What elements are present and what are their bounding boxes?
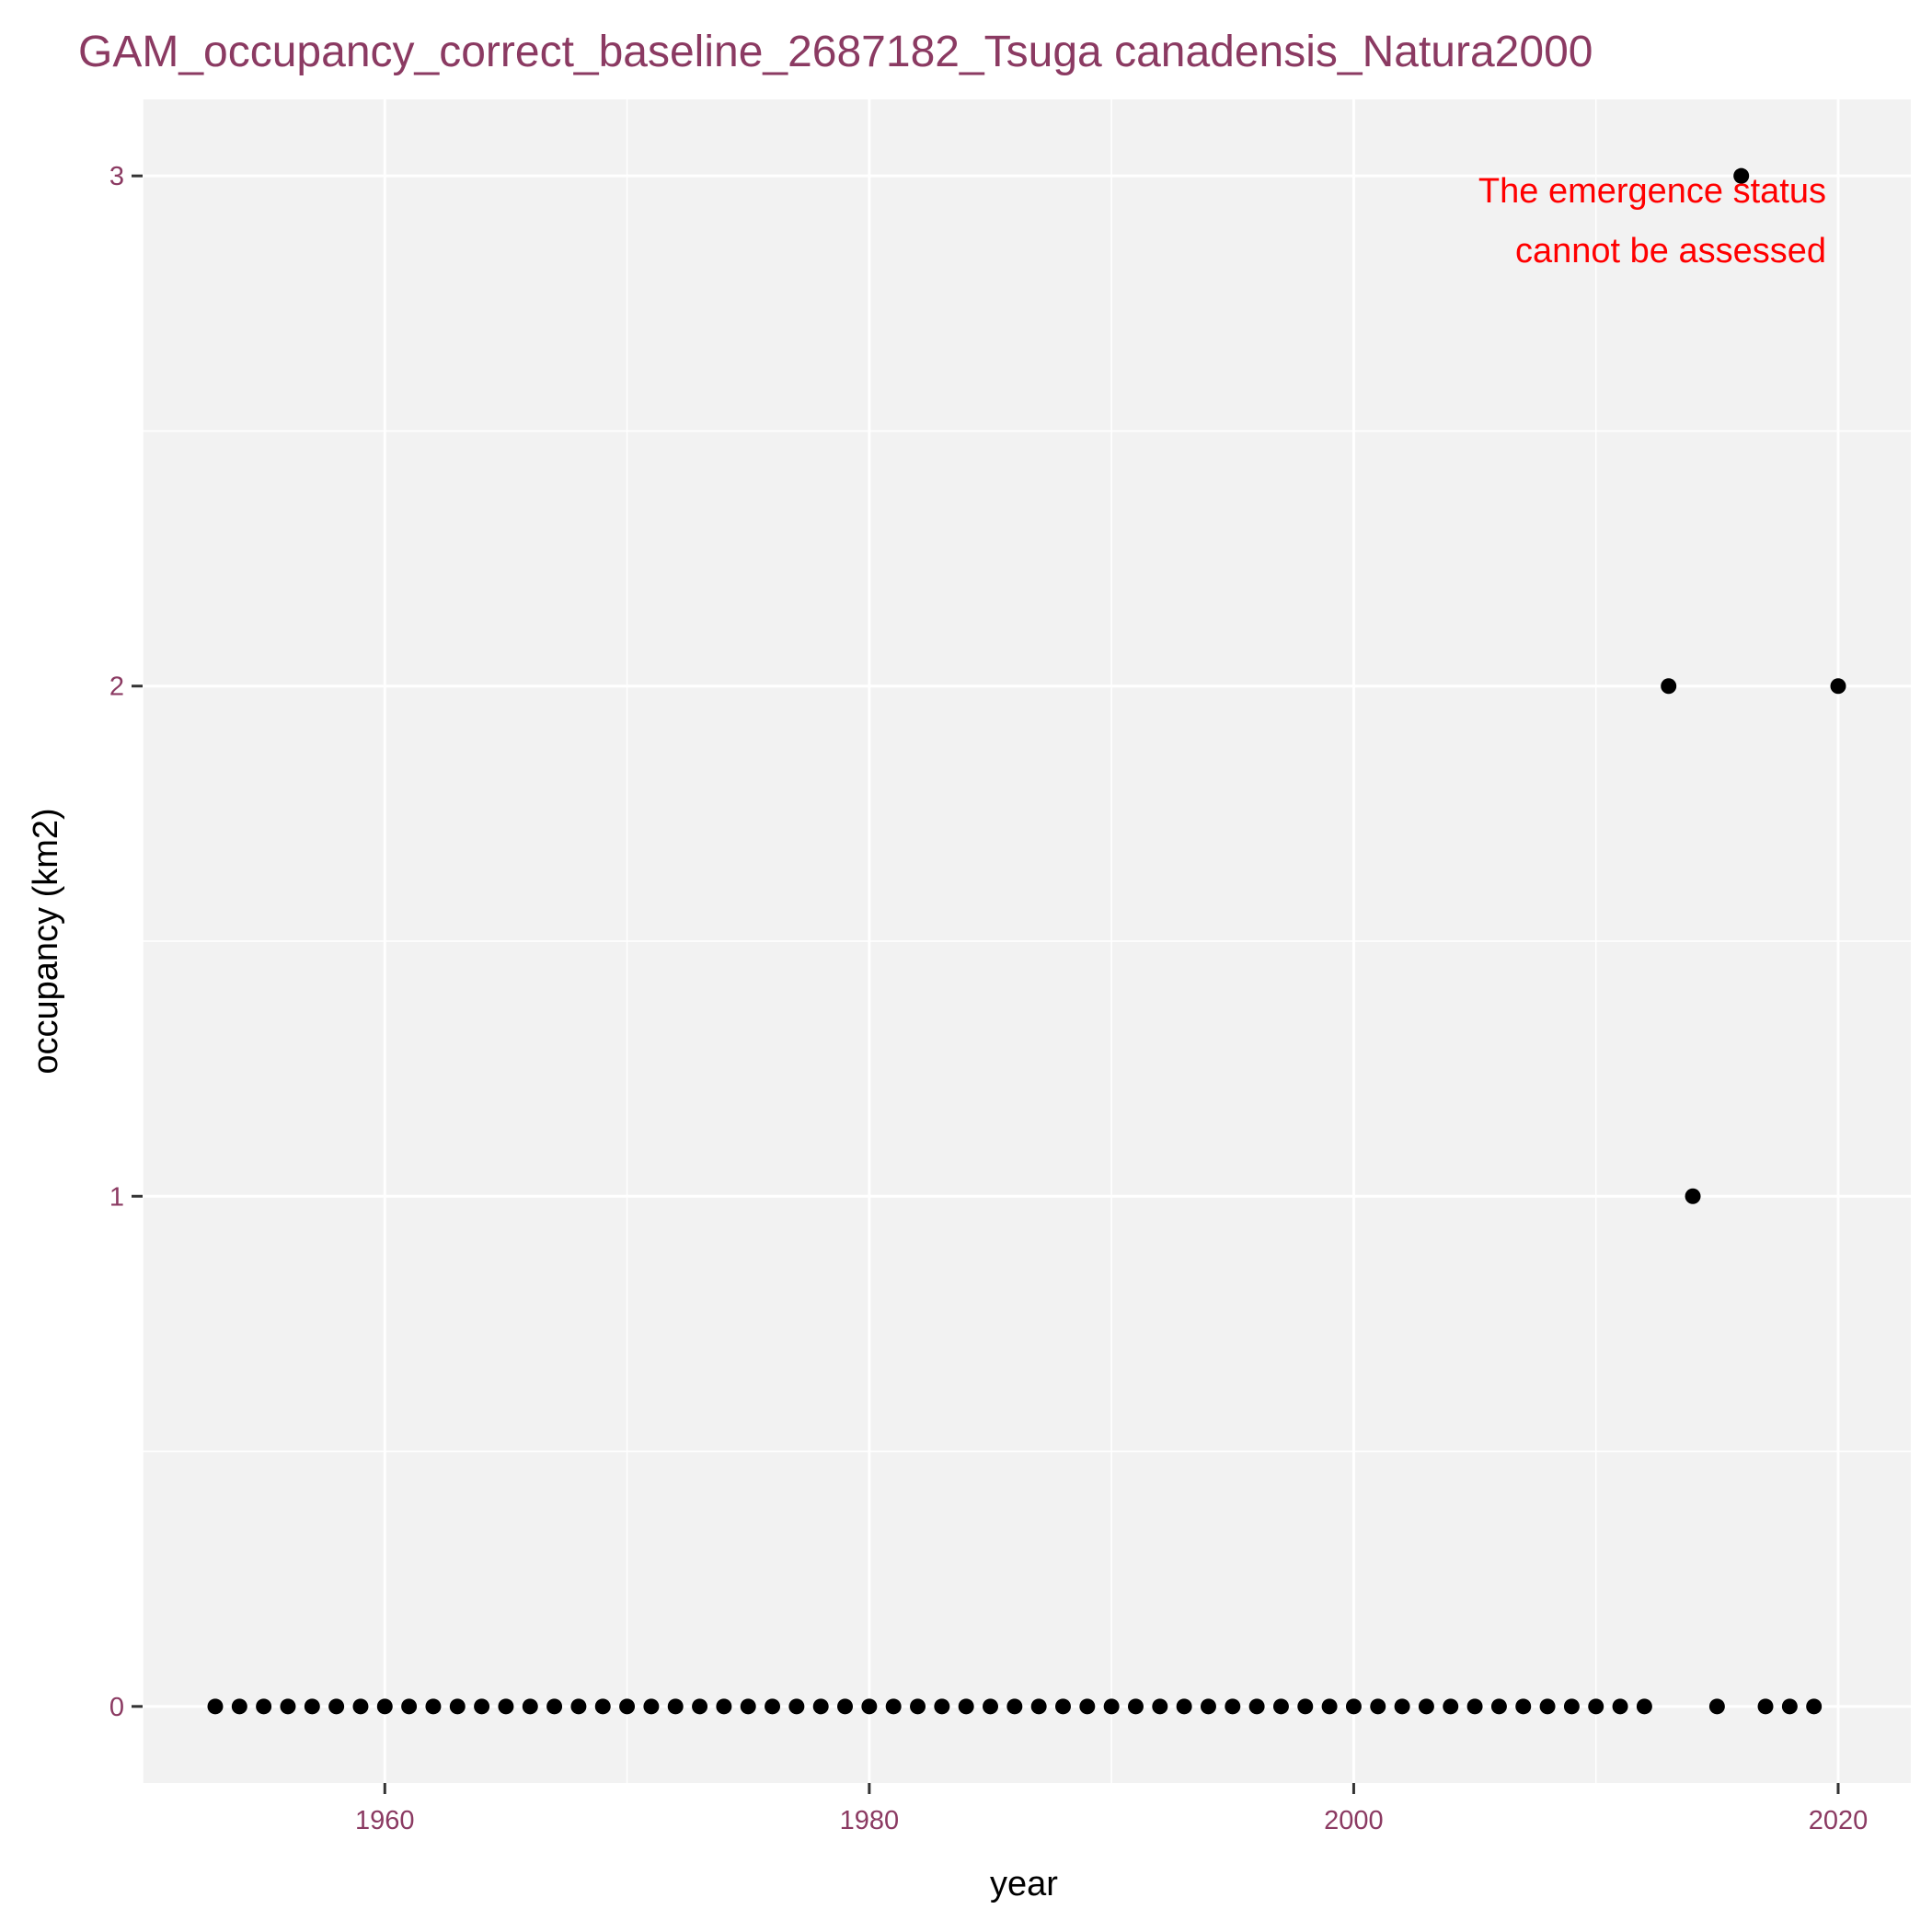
data-point	[1661, 678, 1677, 695]
data-point	[885, 1698, 902, 1715]
y-axis-title: occupancy (km2)	[27, 808, 65, 1074]
y-axis: 0 1 2 3	[109, 162, 143, 1722]
data-point	[328, 1698, 345, 1715]
data-point	[1345, 1698, 1362, 1715]
data-point	[1321, 1698, 1338, 1715]
data-point	[812, 1698, 829, 1715]
data-point	[1030, 1698, 1047, 1715]
data-point	[1708, 1698, 1725, 1715]
x-axis: 1960 1980 2000 2020	[355, 1783, 1868, 1835]
data-point	[1272, 1698, 1289, 1715]
y-tick-label: 3	[109, 162, 124, 191]
data-point	[425, 1698, 442, 1715]
data-point	[207, 1698, 224, 1715]
data-point	[983, 1698, 999, 1715]
y-tick-label: 1	[109, 1182, 124, 1212]
data-point	[546, 1698, 563, 1715]
data-points	[207, 167, 1846, 1715]
data-point	[667, 1698, 684, 1715]
data-point	[280, 1698, 296, 1715]
data-point	[1370, 1698, 1386, 1715]
x-tick-label: 1960	[355, 1806, 415, 1835]
data-point	[765, 1698, 781, 1715]
data-point	[1781, 1698, 1798, 1715]
annotation-line: The emergence status	[1478, 172, 1826, 211]
minor-gridlines	[142, 99, 1911, 1783]
data-point	[740, 1698, 756, 1715]
y-tick-label: 0	[109, 1693, 124, 1722]
data-point	[522, 1698, 538, 1715]
data-point	[1830, 678, 1846, 695]
chart-title: GAM_occupancy_correct_baseline_2687182_T…	[78, 28, 1593, 76]
data-point	[1466, 1698, 1483, 1715]
data-point	[1127, 1698, 1144, 1715]
data-point	[231, 1698, 247, 1715]
data-point	[958, 1698, 974, 1715]
data-point	[1394, 1698, 1410, 1715]
data-point	[474, 1698, 490, 1715]
data-point	[401, 1698, 418, 1715]
data-point	[1563, 1698, 1580, 1715]
data-point	[1733, 167, 1750, 184]
data-point	[1515, 1698, 1532, 1715]
data-point	[352, 1698, 369, 1715]
data-point	[619, 1698, 636, 1715]
data-point	[304, 1698, 320, 1715]
data-point	[1685, 1188, 1701, 1204]
data-point	[1588, 1698, 1604, 1715]
data-point	[1225, 1698, 1241, 1715]
data-point	[910, 1698, 926, 1715]
data-point	[256, 1698, 272, 1715]
x-tick-label: 1980	[840, 1806, 900, 1835]
data-point	[594, 1698, 611, 1715]
data-point	[449, 1698, 466, 1715]
data-point	[1200, 1698, 1216, 1715]
data-point	[498, 1698, 514, 1715]
data-point	[1806, 1698, 1823, 1715]
x-tick-label: 2020	[1809, 1806, 1869, 1835]
data-point	[1636, 1698, 1652, 1715]
data-point	[716, 1698, 732, 1715]
data-point	[861, 1698, 878, 1715]
x-tick-label: 2000	[1324, 1806, 1384, 1835]
data-point	[1006, 1698, 1023, 1715]
data-point	[643, 1698, 660, 1715]
data-point	[1176, 1698, 1192, 1715]
data-point	[1152, 1698, 1168, 1715]
data-point	[1443, 1698, 1459, 1715]
data-point	[1103, 1698, 1120, 1715]
data-point	[692, 1698, 708, 1715]
data-point	[1297, 1698, 1314, 1715]
data-point	[1054, 1698, 1071, 1715]
data-point	[1612, 1698, 1628, 1715]
data-point	[837, 1698, 854, 1715]
data-point	[1757, 1698, 1774, 1715]
emergence-annotation: The emergence status cannot be assessed	[1478, 172, 1826, 270]
data-point	[376, 1698, 393, 1715]
data-point	[1490, 1698, 1507, 1715]
annotation-line: cannot be assessed	[1515, 232, 1826, 270]
data-point	[934, 1698, 950, 1715]
data-point	[1079, 1698, 1096, 1715]
data-point	[1248, 1698, 1265, 1715]
y-tick-label: 2	[109, 673, 124, 702]
data-point	[1539, 1698, 1556, 1715]
x-axis-title: year	[990, 1865, 1058, 1903]
data-point	[1418, 1698, 1434, 1715]
data-point	[570, 1698, 587, 1715]
data-point	[788, 1698, 805, 1715]
major-gridlines	[143, 99, 1911, 1783]
